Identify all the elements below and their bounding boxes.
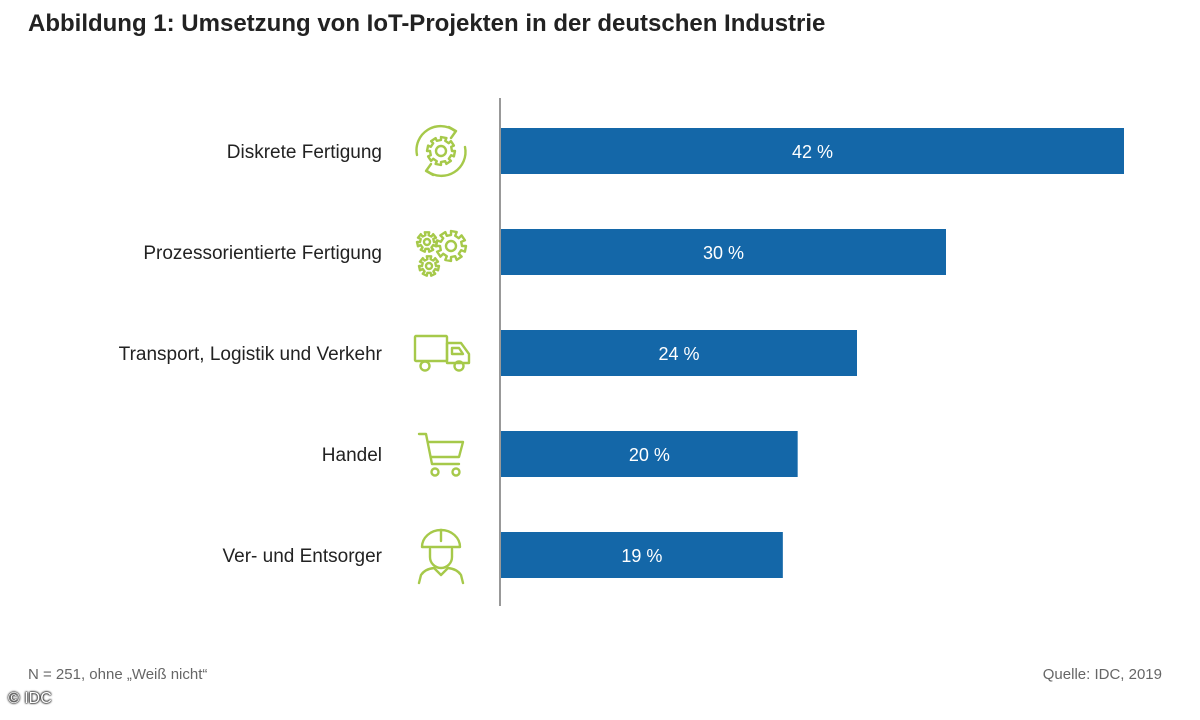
truck-icon (413, 334, 471, 372)
category-label: Handel (322, 445, 382, 466)
gear-cycle-icon (415, 124, 467, 178)
sample-note: N = 251, ohne „Weiß nicht“ (28, 666, 208, 683)
bar (501, 431, 798, 477)
bar (501, 229, 946, 275)
category-label: Diskrete Fertigung (227, 142, 382, 163)
source-note: Quelle: IDC, 2019 (1042, 666, 1162, 683)
category-label: Transport, Logistik und Verkehr (119, 344, 383, 365)
category-label: Prozessorientierte Fertigung (143, 243, 382, 264)
gears-icon (415, 229, 468, 277)
bar-value-label: 19 % (621, 546, 662, 566)
copyright-watermark: © IDC (8, 690, 52, 707)
bar (501, 532, 783, 578)
shopping-cart-icon (417, 432, 465, 477)
worker-helmet-icon (417, 528, 465, 585)
bar-value-label: 42 % (792, 142, 833, 162)
bar (501, 330, 857, 376)
bar (501, 128, 1124, 174)
bar-value-label: 24 % (658, 344, 699, 364)
bar-value-label: 30 % (703, 243, 744, 263)
chart-title: Abbildung 1: Umsetzung von IoT-Projekten… (28, 10, 826, 37)
bar-value-label: 20 % (629, 445, 670, 465)
category-label: Ver- und Entsorger (223, 546, 383, 567)
